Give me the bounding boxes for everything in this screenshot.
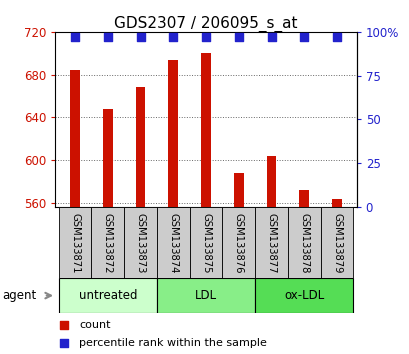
Bar (299, 190, 308, 207)
Bar (91, 207, 124, 278)
Bar (58, 278, 157, 313)
Bar (157, 278, 254, 313)
Point (61, 340, 67, 346)
Bar (189, 207, 222, 278)
Text: count: count (79, 320, 111, 330)
Point (333, 34, 339, 40)
Bar (201, 53, 210, 207)
Text: GSM133871: GSM133871 (70, 213, 80, 273)
Bar (135, 87, 145, 207)
Text: ox-LDL: ox-LDL (283, 289, 324, 302)
Text: GSM133872: GSM133872 (103, 213, 112, 273)
Bar (58, 207, 91, 278)
Bar (157, 207, 189, 278)
Bar (320, 207, 353, 278)
Bar (266, 156, 276, 207)
Bar (103, 109, 112, 207)
Text: GSM133874: GSM133874 (168, 213, 178, 273)
Point (72, 34, 78, 40)
Bar (331, 199, 341, 207)
Text: GSM133879: GSM133879 (331, 213, 341, 273)
Text: LDL: LDL (195, 289, 216, 302)
Point (202, 34, 209, 40)
Bar (168, 59, 178, 207)
Bar (124, 207, 157, 278)
Point (61, 322, 67, 328)
Bar (254, 278, 353, 313)
Text: GSM133876: GSM133876 (233, 213, 243, 273)
Text: GSM133877: GSM133877 (266, 213, 276, 273)
Bar (254, 207, 287, 278)
Text: percentile rank within the sample: percentile rank within the sample (79, 338, 267, 348)
Text: GSM133878: GSM133878 (299, 213, 308, 273)
Point (137, 34, 144, 40)
Bar (222, 207, 254, 278)
Bar (287, 207, 320, 278)
Point (267, 34, 274, 40)
Text: untreated: untreated (78, 289, 137, 302)
Text: GSM133873: GSM133873 (135, 213, 145, 273)
Title: GDS2307 / 206095_s_at: GDS2307 / 206095_s_at (114, 16, 297, 32)
Point (300, 34, 307, 40)
Bar (233, 173, 243, 207)
Text: agent: agent (2, 289, 36, 302)
Point (235, 34, 241, 40)
Bar (70, 70, 80, 207)
Point (104, 34, 111, 40)
Point (170, 34, 176, 40)
Text: GSM133875: GSM133875 (200, 213, 211, 273)
